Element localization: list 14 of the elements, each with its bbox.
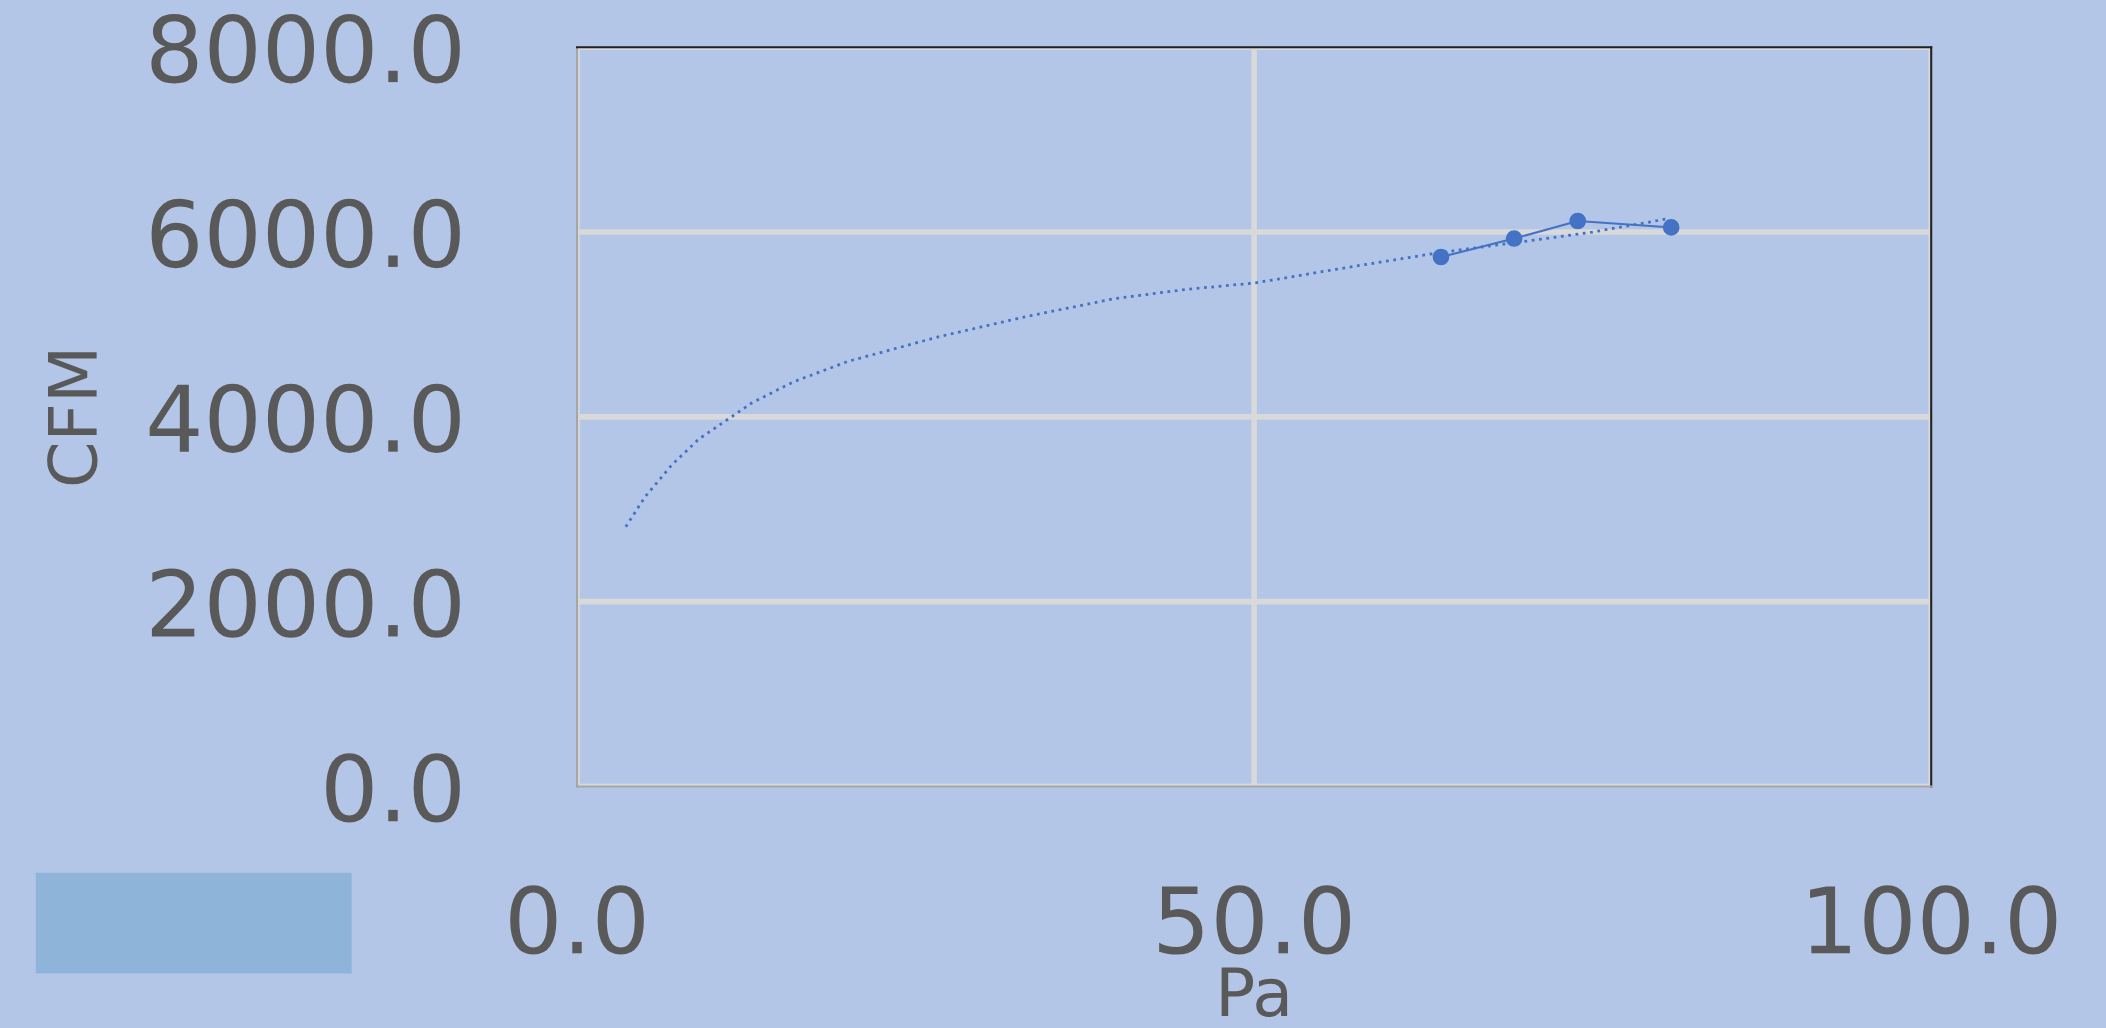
point [1505, 230, 1523, 247]
x-axis-title: Pa [1221, 967, 1288, 1018]
y-tick-label: 2000.0 [151, 568, 460, 638]
y-axis-title: CFM [47, 352, 98, 485]
y-tick-label: 4000.0 [149, 383, 460, 453]
point [1432, 248, 1450, 266]
x-tick-label: 50.0 [1159, 885, 1351, 955]
x-tick-label: 100.0 [1810, 885, 2057, 955]
point [1569, 212, 1587, 230]
point [1662, 219, 1680, 236]
x-tick-label: 0.0 [510, 885, 644, 955]
y-tick-label: 6000.0 [151, 198, 460, 269]
y-tick-label: 0.0 [326, 753, 460, 823]
y-tick-label: 8000.0 [151, 14, 460, 84]
